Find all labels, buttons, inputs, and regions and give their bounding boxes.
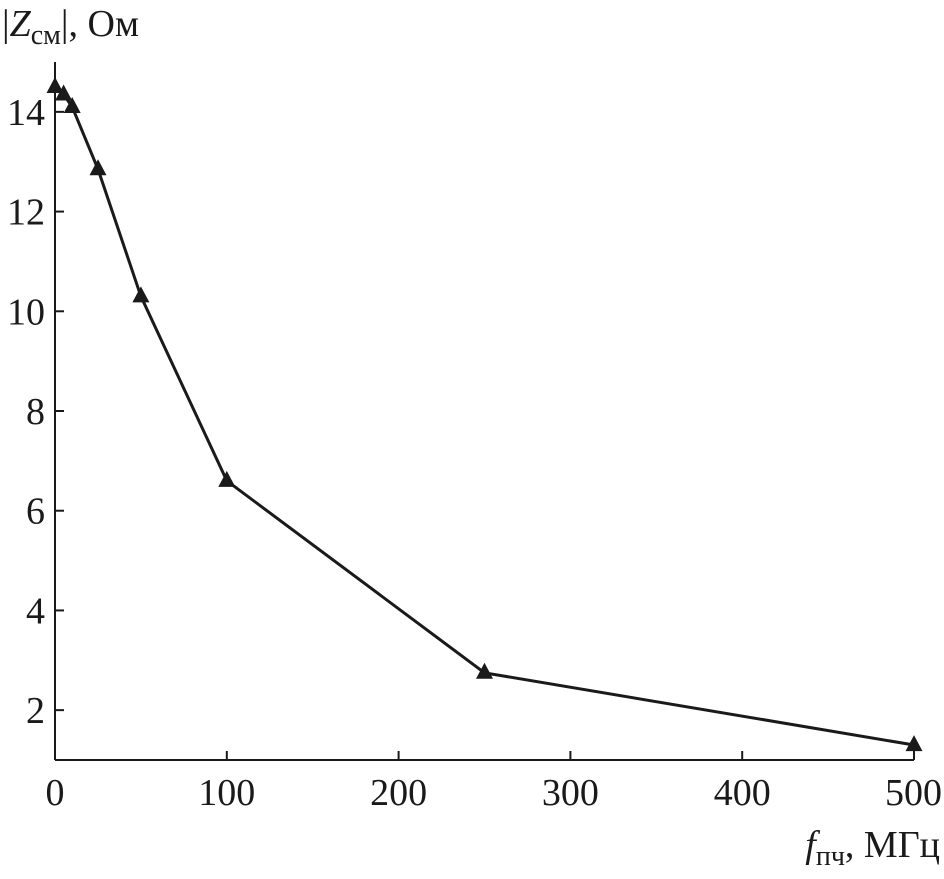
data-point-4 <box>132 286 150 303</box>
data-point-3 <box>89 159 107 176</box>
data-point-2 <box>63 97 81 113</box>
x-tick-label-100: 100 <box>198 772 255 814</box>
x-tick-label-200: 200 <box>370 772 427 814</box>
y-tick-label-8: 8 <box>26 391 45 433</box>
y-tick-label-6: 6 <box>26 491 45 533</box>
x-tick-label-300: 300 <box>542 772 599 814</box>
x-tick-label-0: 0 <box>46 772 65 814</box>
data-point-7 <box>905 735 923 752</box>
y-tick-label-2: 2 <box>26 690 45 732</box>
y-tick-label-4: 4 <box>26 590 45 632</box>
y-axis-title-bar-left: | <box>2 3 10 45</box>
y-tick-label-10: 10 <box>7 291 45 333</box>
x-axis-title: fпч, МГц <box>805 824 940 872</box>
series-group <box>46 77 923 752</box>
x-axis-title-unit: , МГц <box>845 824 940 866</box>
axes <box>54 62 914 761</box>
y-axis-title: |Zсм|, Ом <box>2 3 139 51</box>
data-point-5 <box>218 470 236 487</box>
y-axis-title-bar-right: | <box>61 3 69 45</box>
y-ticks: 2 4 6 8 10 12 14 <box>7 92 64 732</box>
y-axis-title-symbol: Z <box>10 3 32 45</box>
x-ticks: 0 100 200 300 400 500 <box>46 751 942 814</box>
x-axis-title-subscript: пч <box>816 841 845 872</box>
y-tick-label-14: 14 <box>7 92 45 134</box>
y-axis-title-unit: , Ом <box>69 3 140 45</box>
x-tick-label-500: 500 <box>885 772 942 814</box>
data-point-0 <box>46 77 64 93</box>
y-axis-title-subscript: см <box>31 20 61 51</box>
series-line-0 <box>54 85 915 747</box>
data-point-6 <box>476 662 493 679</box>
data-point-1 <box>55 84 73 101</box>
y-tick-label-12: 12 <box>7 192 45 234</box>
x-tick-label-400: 400 <box>714 772 771 814</box>
